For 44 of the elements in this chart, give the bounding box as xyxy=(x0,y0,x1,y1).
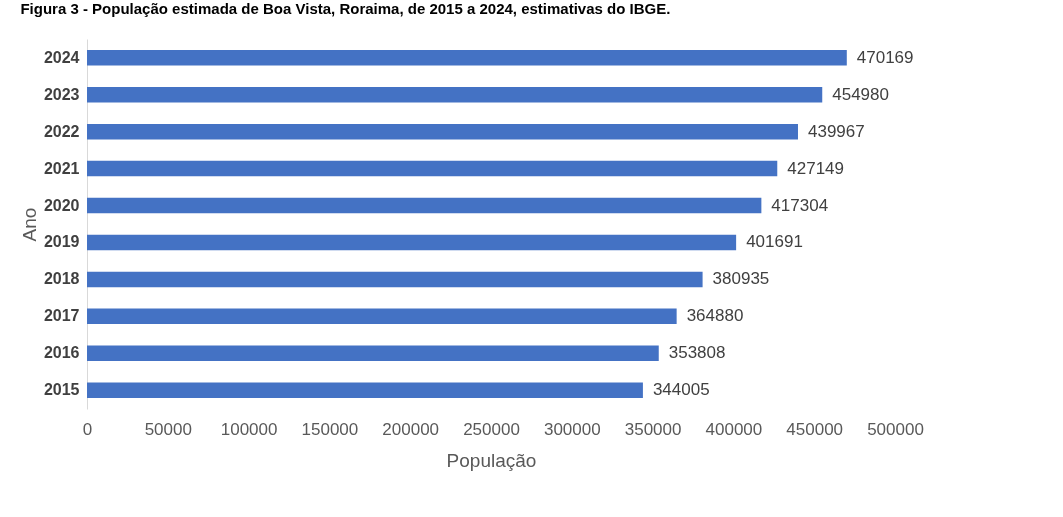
chart-title: Figura 3 - População estimada de Boa Vista, Roraima, de 2015 a 2024, estimativas do IBGE. xyxy=(20,0,671,17)
bar xyxy=(87,234,737,251)
x-tick-label: 150000 xyxy=(301,419,359,439)
y-tick-label: 2018 xyxy=(43,270,80,288)
y-tick-label: 2021 xyxy=(43,159,80,177)
bar xyxy=(87,345,659,361)
y-tick-label: 2019 xyxy=(43,233,80,251)
y-tick-label: 2023 xyxy=(43,85,80,103)
y-tick-label: 2017 xyxy=(43,307,80,325)
x-tick-label: 100000 xyxy=(220,419,278,439)
bar xyxy=(87,50,847,66)
data-label: 470169 xyxy=(856,47,914,67)
y-tick-label: 2020 xyxy=(43,196,80,214)
x-tick-label: 500000 xyxy=(867,419,924,439)
x-tick-label: 350000 xyxy=(624,419,682,439)
data-label: 439967 xyxy=(807,121,865,141)
y-tick-label: 2022 xyxy=(43,122,80,140)
x-tick-label: 450000 xyxy=(786,419,844,439)
data-label: 344005 xyxy=(652,380,710,400)
x-tick-label: 50000 xyxy=(144,419,192,439)
data-label: 401691 xyxy=(746,232,803,252)
y-tick-label: 2016 xyxy=(43,344,80,362)
bar xyxy=(87,197,762,214)
bar xyxy=(87,87,823,103)
x-tick-label: 300000 xyxy=(543,419,601,439)
bar xyxy=(87,271,703,288)
data-label: 417304 xyxy=(771,195,829,215)
data-label: 380935 xyxy=(712,269,770,289)
data-label: 454980 xyxy=(832,84,889,104)
data-label: 427149 xyxy=(787,158,845,178)
data-label: 364880 xyxy=(686,306,744,326)
bar xyxy=(87,308,677,325)
bar xyxy=(87,382,643,398)
y-axis-title: Ano xyxy=(18,207,40,242)
data-label: 353808 xyxy=(668,343,726,363)
bar xyxy=(87,160,778,177)
x-tick-label: 400000 xyxy=(705,419,763,439)
y-tick-label: 2015 xyxy=(43,381,80,399)
x-tick-label: 0 xyxy=(82,419,93,439)
bar xyxy=(87,123,798,140)
x-tick-label: 250000 xyxy=(463,419,520,439)
y-tick-label: 2024 xyxy=(43,48,80,66)
x-tick-label: 200000 xyxy=(382,419,440,439)
x-axis-title: População xyxy=(446,449,537,471)
